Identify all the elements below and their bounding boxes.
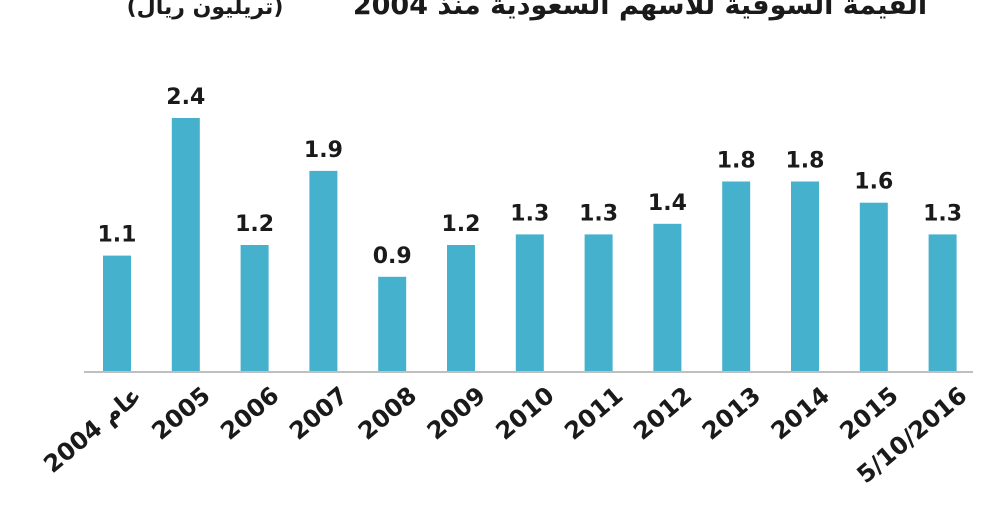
value-label-11: 1.6 xyxy=(854,170,893,195)
bars-group xyxy=(103,118,957,373)
value-labels-group: 1.1 2.4 1.2 1.9 0.9 1.2 1.3 1.3 1.4 1.8 1.8 1.6 1.3 xyxy=(98,85,963,269)
bar-3 xyxy=(309,170,338,372)
value-label-12: 1.3 xyxy=(923,201,962,226)
value-label-5: 1.2 xyxy=(442,212,481,237)
value-label-6: 1.3 xyxy=(510,201,549,226)
bar-1 xyxy=(171,118,200,372)
bar-7 xyxy=(584,234,613,372)
bar-10 xyxy=(791,181,819,372)
value-label-4: 0.9 xyxy=(373,244,412,269)
value-label-2: 1.2 xyxy=(235,212,274,237)
bar-0 xyxy=(103,255,131,372)
category-label-7: 2011 xyxy=(559,381,628,445)
value-label-1: 2.4 xyxy=(166,85,205,110)
category-label-8: 2012 xyxy=(628,381,697,445)
category-label-3: 2007 xyxy=(284,381,353,445)
value-label-3: 1.9 xyxy=(304,138,343,163)
category-label-9: 2013 xyxy=(697,381,766,445)
value-label-10: 1.8 xyxy=(786,149,825,174)
bar-9 xyxy=(722,181,751,372)
value-label-9: 1.8 xyxy=(717,149,756,174)
bar-2 xyxy=(240,245,269,372)
category-label-6: 2010 xyxy=(490,381,559,445)
bar-6 xyxy=(515,234,544,372)
category-labels-group: عام 2004 2005 2006 2007 2008 2009 2010 2011 2012… xyxy=(38,381,972,489)
bar-4 xyxy=(378,276,407,373)
chart-subtitle: (تريليون ريال) xyxy=(127,0,284,20)
category-label-10: 2014 xyxy=(766,381,835,445)
category-label-4: 2008 xyxy=(353,381,422,445)
value-label-0: 1.1 xyxy=(98,223,137,248)
bar-5 xyxy=(447,245,475,372)
category-label-5: 2009 xyxy=(422,381,491,445)
chart-title: القيمة السوقية للأسهم السعودية منذ 2004 xyxy=(353,0,927,21)
category-label-1: 2005 xyxy=(146,381,215,445)
value-label-8: 1.4 xyxy=(648,191,687,216)
bar-8 xyxy=(653,223,682,372)
value-label-7: 1.3 xyxy=(579,201,618,226)
category-label-2: 2006 xyxy=(215,381,284,445)
bar-12 xyxy=(928,234,957,372)
bar-11 xyxy=(859,202,888,372)
category-label-0: عام 2004 xyxy=(38,381,147,478)
chart-title-group: القيمة السوقية للأسهم السعودية منذ 2004 … xyxy=(127,0,928,21)
